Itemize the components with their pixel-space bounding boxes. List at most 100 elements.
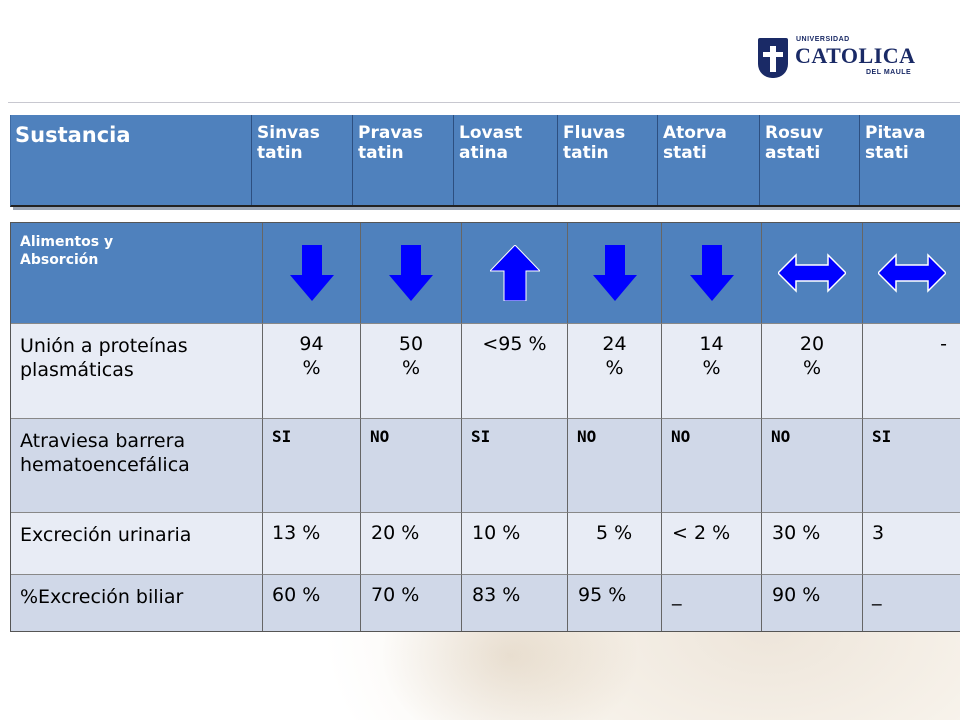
top-divider — [8, 102, 960, 103]
table-cell: SI — [263, 419, 361, 513]
table-cell: 90 % — [762, 575, 863, 631]
table-cell: SI — [462, 419, 568, 513]
down-arrow-icon — [689, 245, 734, 301]
down-arrow-icon — [289, 245, 334, 301]
table-row-urinary-excretion: Excreción urinaria 13 % 20 % 10 % 5 % < … — [11, 513, 960, 575]
row-label-line: Atraviesa barrera — [20, 430, 186, 452]
table-cell: NO — [662, 419, 762, 513]
cell-value: % — [702, 357, 721, 379]
drug-name-part: Sinvas — [257, 123, 320, 143]
arrow-cell — [263, 223, 361, 324]
header-cell-drug: Fluvas tatin — [557, 115, 658, 205]
table-cell: 50% — [361, 324, 462, 419]
left-right-arrow-icon — [878, 253, 946, 293]
cell-value: % — [605, 357, 624, 379]
row-label: Unión a proteínas plasmáticas — [11, 324, 263, 419]
cell-value: - — [940, 333, 947, 355]
cell-value: % — [802, 357, 822, 379]
cell-value: 14 — [699, 333, 724, 355]
header-cell-drug: Atorva stati — [657, 115, 760, 205]
table-cell: _ — [662, 575, 762, 631]
table-row-biliary-excretion: %Excreción biliar 60 % 70 % 83 % 95 % _ … — [11, 575, 960, 631]
table-cell: 13 % — [263, 513, 361, 575]
table-cell: 20% — [762, 324, 863, 419]
arrow-cell — [762, 223, 863, 324]
table-cell: 70 % — [361, 575, 462, 631]
down-arrow-icon — [389, 245, 433, 301]
arrow-cell — [568, 223, 662, 324]
cell-value: 50 — [398, 333, 424, 355]
logo-line1: UNIVERSIDAD — [796, 36, 850, 43]
drug-name-part: Rosuv — [765, 123, 824, 143]
table-cell: _ — [872, 584, 882, 606]
table-cell: NO — [762, 419, 863, 513]
row-label-line: Alimentos y — [20, 234, 114, 250]
drug-name-part: stati — [865, 143, 909, 163]
table-cell: SI — [863, 419, 960, 513]
table-cell: < 2 % — [662, 513, 762, 575]
row-label-line: Absorción — [20, 252, 99, 268]
row-label: Excreción urinaria — [11, 513, 263, 575]
row-label-line: Unión a proteínas — [20, 335, 188, 357]
row-label: Atraviesa barrera hematoencefálica — [11, 419, 263, 513]
drug-name-part: Fluvas — [563, 123, 626, 143]
drug-name-part: atina — [459, 143, 508, 163]
drug-name-part: Pitava — [865, 123, 926, 143]
table-cell: NO — [361, 419, 462, 513]
cell-value: 94 — [299, 333, 324, 355]
drug-name-part: astati — [765, 143, 821, 163]
logo-line3: DEL MAULE — [866, 69, 912, 76]
table-cell: 10 % — [462, 513, 568, 575]
table-cell: 3 — [863, 513, 960, 575]
arrow-cell — [462, 223, 568, 324]
header-cell-drug: Rosuv astati — [759, 115, 860, 205]
row-label-line: plasmáticas — [20, 359, 134, 381]
table-cell: 95 % — [568, 575, 662, 631]
arrow-cell — [863, 223, 960, 324]
table-cell: 60 % — [263, 575, 361, 631]
cell-value: % — [401, 357, 421, 379]
table-cell: 14% — [662, 324, 762, 419]
header-cell-drug: Lovast atina — [453, 115, 558, 205]
table-cell: 30 % — [762, 513, 863, 575]
header-title: Sustancia — [15, 123, 131, 147]
arrow-cell — [662, 223, 762, 324]
drug-name-part: tatin — [257, 143, 303, 163]
row-label-line: hematoencefálica — [20, 454, 190, 476]
up-arrow-icon — [489, 245, 540, 301]
cell-value: 20 — [799, 333, 825, 355]
drug-name-part: tatin — [563, 143, 609, 163]
arrow-cell — [361, 223, 462, 324]
drug-name-part: stati — [663, 143, 707, 163]
down-arrow-icon — [592, 245, 637, 301]
left-right-arrow-icon — [778, 253, 846, 293]
header-cell-drug: Pravas tatin — [352, 115, 454, 205]
table-row-protein-binding: Unión a proteínas plasmáticas 94% 50% <9… — [11, 324, 960, 419]
cell-value: 24 — [602, 333, 627, 355]
cell-value: % — [302, 357, 321, 379]
header-cell-drug: Pitava stati — [859, 115, 960, 205]
header-row: Sustancia Sinvas tatin Pravas tatin Lovast… — [10, 115, 960, 207]
table-cell: 20 % — [361, 513, 462, 575]
header-cell-drug: Sinvas tatin — [251, 115, 353, 205]
cell-value: <95 % — [482, 333, 547, 355]
row-label: %Excreción biliar — [11, 575, 263, 631]
row-label: Alimentos y Absorción — [11, 223, 263, 324]
comparison-table: Alimentos y Absorción Unión a proteínas … — [10, 222, 960, 632]
header-cell-sustancia: Sustancia — [11, 115, 252, 205]
table-cell: NO — [568, 419, 662, 513]
drug-name-part: Atorva — [663, 123, 727, 143]
university-logo: UNIVERSIDAD CATOLICA DEL MAULE — [758, 34, 938, 86]
table-cell: - — [863, 324, 960, 419]
drug-name-part: Pravas — [358, 123, 423, 143]
table-row-blood-brain-barrier: Atraviesa barrera hematoencefálica SI NO… — [11, 419, 960, 513]
table-cell: 83 % — [462, 575, 568, 631]
drug-name-part: tatin — [358, 143, 404, 163]
table-cell: 5 % — [568, 513, 662, 575]
drug-name-part: Lovast — [459, 123, 523, 143]
table-cell: 94% — [263, 324, 361, 419]
table-row-food-absorption: Alimentos y Absorción — [11, 223, 960, 324]
table-cell: 24% — [568, 324, 662, 419]
table-cell: <95 % — [462, 324, 568, 419]
logo-line2: CATOLICA — [795, 43, 916, 68]
